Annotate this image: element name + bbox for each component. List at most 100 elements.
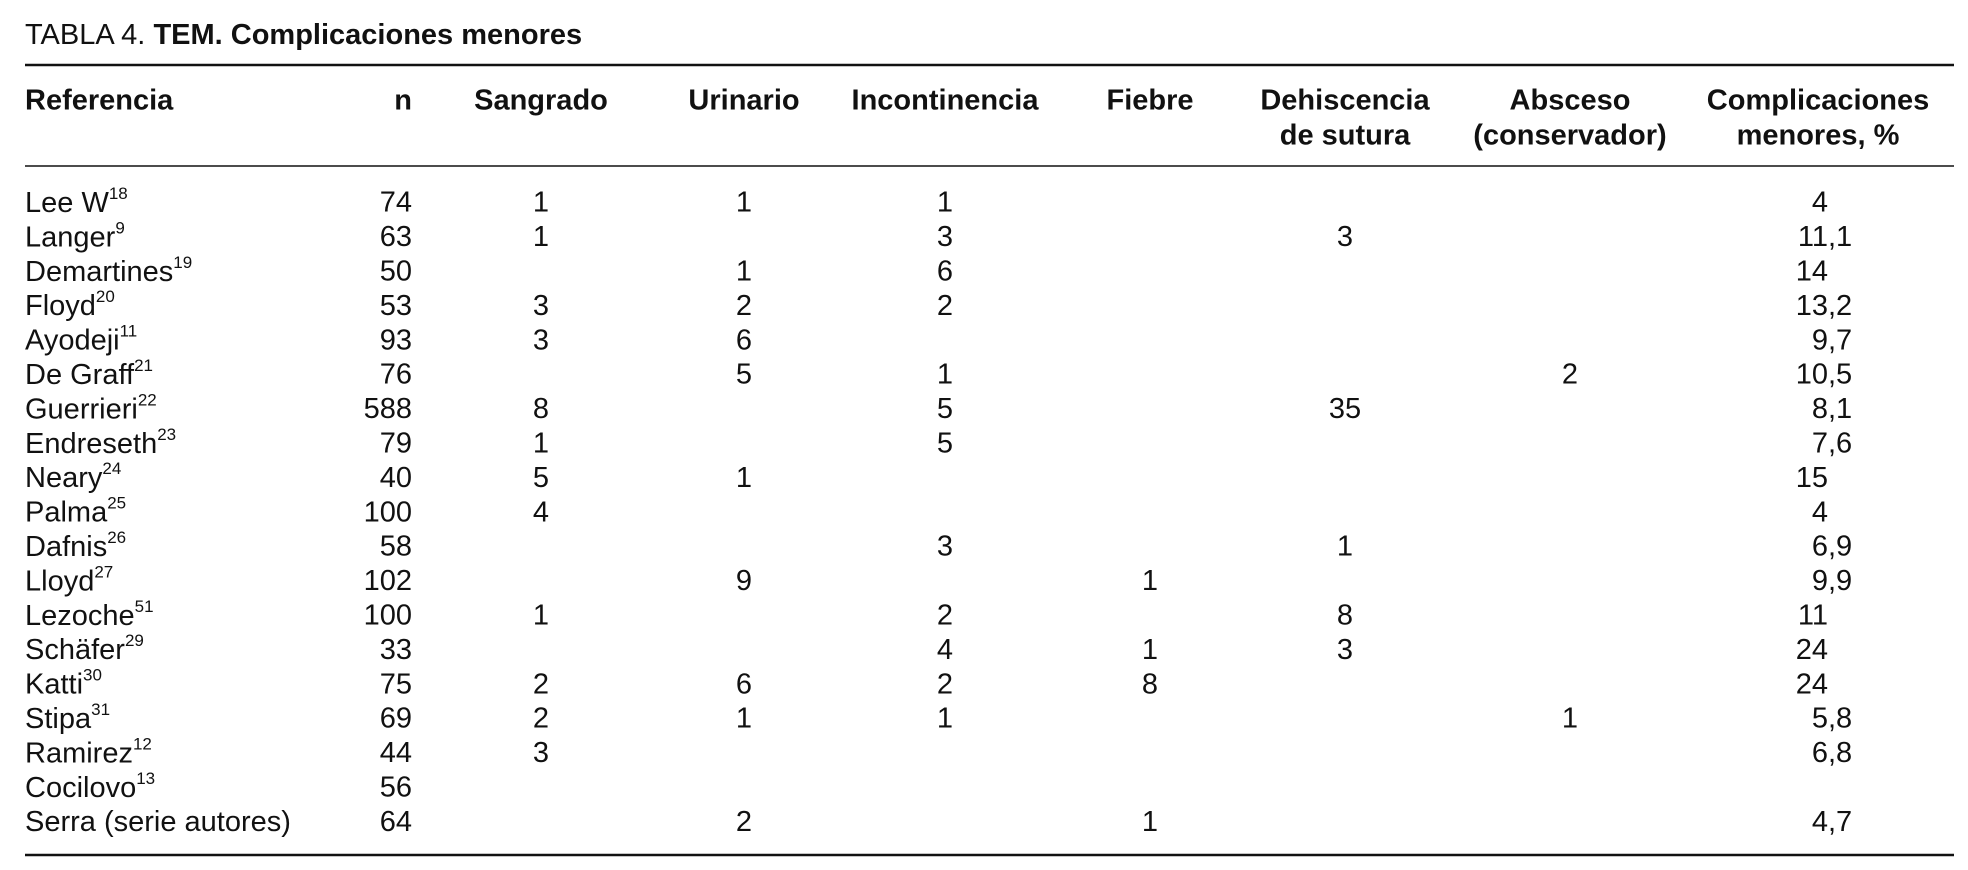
table-cell: 100 — [364, 599, 412, 631]
table-cell: 3 — [1337, 634, 1353, 666]
table-cell: 6 — [736, 324, 752, 356]
table-cell: 69 — [380, 703, 412, 735]
table-cell: 102 — [364, 565, 412, 597]
table-cell: 3 — [533, 324, 549, 356]
reference-name: Lloyd — [25, 565, 94, 597]
column-header: de sutura — [1280, 120, 1411, 152]
title-prefix: TABLA 4. — [25, 19, 145, 51]
table-cell: 2 — [736, 290, 752, 322]
reference-name: Cocilovo — [25, 771, 136, 803]
table-cell: 1 — [736, 187, 752, 219]
table-cell: 2 — [937, 599, 953, 631]
column-header: (conservador) — [1473, 120, 1666, 152]
column-header: menores, % — [1737, 120, 1900, 152]
table-cell: 3 — [1337, 221, 1353, 253]
table-cell: 1 — [736, 255, 752, 287]
table-cell: 2 — [937, 668, 953, 700]
reference-superscript: 21 — [134, 356, 153, 375]
table-cell: 1 — [1337, 531, 1353, 563]
table-cell: 8,1 — [1812, 393, 1852, 425]
reference-superscript: 22 — [138, 391, 157, 410]
reference-name: Lee W — [25, 187, 109, 219]
reference-cell: Lezoche51 — [25, 597, 154, 631]
reference-superscript: 9 — [115, 219, 124, 238]
table-cell: 5 — [533, 462, 549, 494]
column-header: Referencia — [25, 85, 174, 117]
column-header: Fiebre — [1106, 85, 1193, 117]
reference-name: Palma — [25, 496, 108, 528]
reference-cell: Katti30 — [25, 666, 102, 700]
reference-cell: Cocilovo13 — [25, 769, 155, 803]
reference-name: Langer — [25, 221, 116, 253]
reference-cell: Serra (serie autores) — [25, 806, 291, 838]
reference-superscript: 13 — [136, 769, 155, 788]
column-header: Urinario — [688, 85, 799, 117]
reference-superscript: 30 — [83, 666, 102, 685]
table-cell: 3 — [533, 290, 549, 322]
table-cell: 1 — [937, 187, 953, 219]
table-cell: 14 — [1796, 255, 1828, 287]
reference-name: Stipa — [25, 703, 92, 735]
reference-superscript: 23 — [157, 425, 176, 444]
column-header: Dehiscencia — [1260, 85, 1430, 117]
table-cell: 9,7 — [1812, 324, 1852, 356]
table-cell: 2 — [533, 703, 549, 735]
reference-name: De Graff — [25, 359, 135, 391]
reference-cell: Lee W18 — [25, 184, 128, 218]
reference-superscript: 31 — [91, 700, 110, 719]
table-cell: 1 — [533, 427, 549, 459]
table-cell: 3 — [533, 737, 549, 769]
reference-cell: Palma25 — [25, 494, 126, 528]
reference-superscript: 51 — [135, 597, 154, 616]
table-cell: 58 — [380, 531, 412, 563]
reference-cell: Floyd20 — [25, 288, 115, 322]
table-cell: 7,6 — [1812, 427, 1852, 459]
table-cell: 2 — [736, 806, 752, 838]
column-header: Absceso — [1510, 85, 1631, 117]
table-cell: 100 — [364, 496, 412, 528]
table-cell: 1 — [1142, 806, 1158, 838]
reference-superscript: 29 — [125, 632, 144, 651]
reference-superscript: 27 — [94, 563, 113, 582]
table-cell: 44 — [380, 737, 412, 769]
column-header: Sangrado — [474, 85, 608, 117]
reference-cell: Ayodeji11 — [25, 322, 137, 356]
reference-superscript: 19 — [173, 253, 192, 272]
table-cell: 5 — [736, 359, 752, 391]
table-cell: 93 — [380, 324, 412, 356]
table-cell: 63 — [380, 221, 412, 253]
table-cell: 9,9 — [1812, 565, 1852, 597]
table-cell: 40 — [380, 462, 412, 494]
table-cell: 11 — [1798, 599, 1828, 631]
table-cell: 5 — [937, 393, 953, 425]
table-cell: 74 — [380, 187, 412, 219]
table-cell: 4,7 — [1812, 806, 1852, 838]
table-cell: 1 — [1142, 634, 1158, 666]
table-cell: 15 — [1796, 462, 1828, 494]
reference-superscript: 11 — [120, 322, 138, 341]
reference-name: Ramirez — [25, 737, 133, 769]
table-cell: 2 — [937, 290, 953, 322]
reference-name: Neary — [25, 462, 103, 494]
table-cell: 9 — [736, 565, 752, 597]
reference-superscript: 24 — [102, 460, 121, 479]
reference-superscript: 25 — [107, 494, 126, 513]
table-cell: 24 — [1796, 634, 1828, 666]
table-cell: 3 — [937, 221, 953, 253]
table-cell: 8 — [1142, 668, 1158, 700]
table-cell: 64 — [380, 806, 412, 838]
table-cell: 53 — [380, 290, 412, 322]
table-cell: 5,8 — [1812, 703, 1852, 735]
reference-cell: Langer9 — [25, 219, 125, 253]
reference-name: Floyd — [25, 290, 96, 322]
table-cell: 24 — [1796, 668, 1828, 700]
table-cell: 8 — [1337, 599, 1353, 631]
reference-superscript: 20 — [96, 288, 115, 307]
table-cell: 4 — [937, 634, 953, 666]
table-cell: 6,8 — [1812, 737, 1852, 769]
reference-cell: Neary24 — [25, 460, 121, 494]
table-cell: 11,1 — [1798, 221, 1852, 253]
table-cell: 4 — [533, 496, 549, 528]
